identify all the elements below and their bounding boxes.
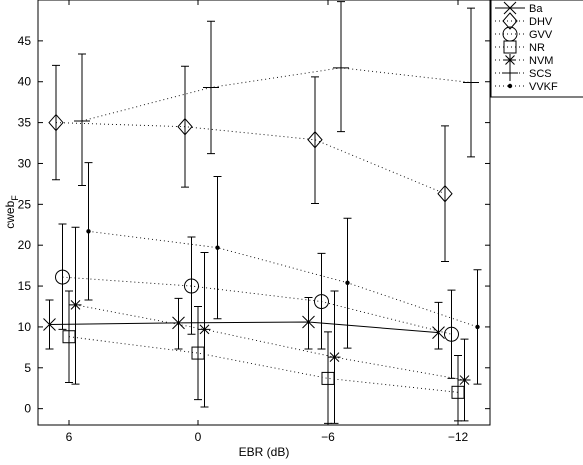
y-tick-label: 20	[18, 238, 32, 252]
x-axis-label: EBR (dB)	[239, 445, 290, 459]
legend-item-nr: NR	[495, 40, 545, 54]
y-tick-label: 45	[18, 34, 32, 48]
series-layer	[43, 1, 482, 424]
error-bar-gvv-0	[58, 223, 67, 330]
legend-item-ba: Ba	[495, 1, 543, 15]
error-bar-ba-2	[304, 297, 313, 350]
data-point-nvm-3	[458, 374, 471, 387]
series-line-ba	[49, 321, 439, 334]
data-point-vvkf-1	[215, 245, 220, 250]
x-tick-label: −12	[448, 430, 469, 444]
legend-label-nvm: NVM	[529, 55, 553, 67]
y-tick-label: 10	[18, 320, 32, 334]
data-point-ba-3	[432, 326, 445, 339]
error-bar-ba-3	[434, 301, 443, 350]
series-dhv	[48, 64, 453, 263]
y-tick-label: 0	[24, 402, 31, 416]
legend-item-scs: SCS	[495, 65, 552, 81]
error-bar-gvv-2	[317, 252, 326, 350]
y-tick-label: 30	[18, 156, 32, 170]
data-point-scs-0	[74, 112, 90, 129]
y-axis-label-subscript: F	[10, 195, 20, 201]
data-point-ba-0	[43, 318, 56, 331]
x-tick-label: 0	[195, 430, 202, 444]
y-tick-label: 15	[18, 279, 32, 293]
data-point-vvkf-2	[345, 280, 350, 285]
data-point-vvkf-3	[475, 324, 480, 330]
series-gvv	[55, 223, 459, 379]
y-tick-label: 40	[18, 75, 32, 89]
data-point-gvv-0	[55, 269, 70, 285]
data-point-dhv-3	[437, 184, 453, 203]
legend-marker-dhv	[502, 12, 518, 30]
data-point-ba-1	[172, 316, 185, 330]
error-bar-dhv-2	[311, 76, 319, 205]
y-tick-label: 5	[24, 361, 31, 375]
data-point-dhv-1	[177, 117, 193, 136]
legend-label-nr: NR	[529, 42, 545, 54]
data-point-dhv-2	[307, 131, 323, 149]
series-ba	[43, 297, 445, 350]
data-point-nvm-1	[198, 323, 211, 336]
legend-item-vvkf: VVKF	[495, 81, 558, 93]
legend-marker-nvm	[504, 54, 516, 66]
data-point-gvv-1	[184, 278, 199, 294]
legend-label-gvv: GVV	[529, 29, 553, 41]
data-point-scs-2	[333, 59, 349, 76]
legend-item-nvm: NVM	[495, 54, 553, 67]
data-point-ba-2	[302, 315, 315, 329]
legend-marker-nr	[503, 40, 517, 54]
series-line-nr	[68, 336, 459, 393]
legend-item-dhv: DHV	[495, 12, 553, 30]
data-point-nvm-0	[69, 298, 82, 311]
data-point-nvm-2	[328, 351, 341, 364]
series-line-dhv	[55, 122, 446, 195]
legend-marker-scs	[502, 65, 518, 81]
legend-box	[490, 0, 583, 98]
error-bar-gvv-1	[187, 236, 196, 335]
legend-label-scs: SCS	[529, 68, 552, 80]
error-bar-dhv-1	[181, 65, 189, 188]
data-point-gvv-2	[314, 294, 329, 310]
error-bar-dhv-3	[441, 125, 449, 263]
error-bar-ba-1	[174, 297, 183, 350]
series-line-gvv	[62, 276, 452, 335]
data-point-scs-3	[463, 74, 479, 91]
series-vvkf	[84, 162, 482, 385]
y-tick-label: 35	[18, 116, 32, 130]
error-bar-nr-0	[65, 290, 73, 383]
x-tick-label: −6	[321, 430, 335, 444]
series-nvm	[69, 226, 471, 424]
plot-background	[38, 0, 490, 425]
legend-marker-vvkf	[507, 83, 513, 89]
legend-label-vvkf: VVKF	[529, 81, 558, 93]
x-tick-label: 6	[66, 430, 73, 444]
legend-label-dhv: DHV	[529, 16, 553, 28]
error-bar-nr-1	[194, 305, 202, 401]
series-scs	[74, 1, 479, 187]
data-point-dhv-0	[48, 113, 64, 132]
legend-label-ba: Ba	[529, 3, 543, 15]
plot-frame	[37, 0, 491, 426]
data-point-gvv-3	[444, 326, 459, 342]
error-bar-gvv-3	[447, 289, 456, 379]
data-point-scs-1	[203, 79, 219, 96]
y-tick-label: 25	[18, 197, 32, 211]
y-axis-label-main: cweb	[3, 200, 17, 228]
y-axis-label: cwebF	[3, 195, 20, 229]
data-point-vvkf-0	[86, 229, 91, 234]
error-bar-dhv-0	[52, 64, 60, 181]
axes-layer: 0 5 10 15 20 25 30 35 40 45 6 0 −6 −12	[18, 0, 490, 444]
legend-marker-ba	[503, 1, 517, 15]
